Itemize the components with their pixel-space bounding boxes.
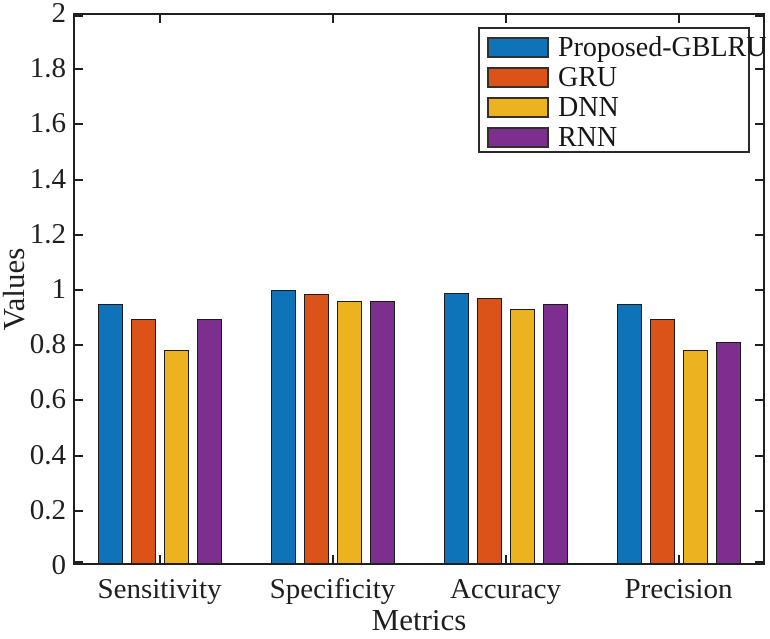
- legend-entry: Proposed-GBLRU: [487, 33, 766, 62]
- y-tick-label: 0.8: [29, 328, 66, 361]
- bar-gru-precision: [649, 318, 675, 563]
- legend-entry: GRU: [487, 63, 748, 92]
- legend-swatch-proposed-gblru: [487, 37, 549, 58]
- x-axis-tick-top: [504, 15, 507, 23]
- x-tick-label: Sensitivity: [97, 573, 222, 605]
- y-tick-label: 1.6: [29, 107, 66, 140]
- x-axis-tick-top: [677, 15, 680, 23]
- y-axis-tick-right: [755, 233, 763, 236]
- y-tick-label: 1: [51, 273, 67, 305]
- legend-label: DNN: [558, 92, 619, 123]
- legend-swatch-gru: [487, 67, 549, 88]
- y-tick-label: 1.8: [29, 52, 66, 85]
- y-axis-tick-right: [755, 68, 763, 71]
- y-axis-tick: [75, 68, 83, 71]
- y-tick-label: 0.2: [29, 493, 66, 526]
- y-axis-tick-right: [755, 561, 763, 563]
- y-axis-tick-right: [755, 399, 763, 402]
- legend-entry: DNN: [487, 93, 748, 122]
- y-axis-tick-right: [755, 509, 763, 512]
- bar-dnn-specificity: [336, 300, 362, 563]
- y-axis-tick: [75, 561, 83, 563]
- legend-label: RNN: [558, 122, 618, 153]
- bar-dnn-accuracy: [509, 309, 535, 563]
- legend-label: Proposed-GBLRU: [558, 32, 767, 63]
- y-axis-tick: [75, 233, 83, 236]
- x-axis-tick-top: [158, 15, 161, 23]
- y-tick-label: 0.6: [29, 383, 66, 416]
- y-axis-tick: [75, 289, 83, 291]
- x-axis-title: Metrics: [371, 602, 467, 637]
- bar-rnn-accuracy: [542, 303, 568, 563]
- y-axis-tick: [75, 454, 83, 457]
- y-axis-tick: [75, 15, 83, 17]
- y-tick-label: 1.2: [29, 217, 66, 250]
- y-tick-label: 0: [51, 549, 67, 581]
- y-axis-tick-right: [755, 289, 763, 291]
- bar-gru-sensitivity: [130, 318, 156, 563]
- y-tick-label: 0.4: [29, 438, 66, 471]
- x-tick-label: Specificity: [269, 573, 396, 605]
- y-tick-label: 1.4: [29, 162, 66, 195]
- x-axis-tick: [331, 555, 334, 563]
- y-tick-label: 2: [51, 0, 67, 29]
- y-axis-tick-right: [755, 454, 763, 457]
- x-axis-tick-top: [331, 15, 334, 23]
- bar-gru-accuracy: [476, 298, 502, 563]
- bar-proposed-gblru-precision: [616, 303, 642, 563]
- legend-label: GRU: [558, 62, 618, 93]
- x-axis-tick: [677, 555, 680, 563]
- bar-dnn-sensitivity: [163, 350, 189, 563]
- y-axis-tick-right: [755, 15, 763, 17]
- y-axis-tick-right: [755, 344, 763, 347]
- y-axis-tick: [75, 123, 83, 126]
- legend: Proposed-GBLRU GRU DNN RNN: [478, 27, 766, 153]
- bar-proposed-gblru-sensitivity: [97, 303, 123, 563]
- y-axis-tick-right: [755, 123, 763, 126]
- x-tick-label: Precision: [624, 573, 733, 605]
- bar-rnn-sensitivity: [196, 318, 222, 563]
- y-axis-tick: [75, 399, 83, 402]
- legend-swatch-dnn: [487, 97, 549, 118]
- y-axis-tick-right: [755, 178, 763, 181]
- bar-gru-specificity: [303, 293, 329, 563]
- y-axis-tick: [75, 178, 83, 181]
- bar-proposed-gblru-specificity: [270, 289, 296, 563]
- y-axis-tick: [75, 509, 83, 512]
- bar-rnn-precision: [715, 342, 741, 563]
- bar-dnn-precision: [682, 350, 708, 563]
- x-axis-tick: [504, 555, 507, 563]
- x-tick-label: Accuracy: [449, 573, 562, 605]
- legend-entry: RNN: [487, 123, 748, 152]
- legend-swatch-rnn: [487, 127, 549, 148]
- y-axis-tick: [75, 344, 83, 347]
- bar-proposed-gblru-accuracy: [443, 292, 469, 563]
- x-axis-tick: [158, 555, 161, 563]
- bar-rnn-specificity: [369, 300, 395, 563]
